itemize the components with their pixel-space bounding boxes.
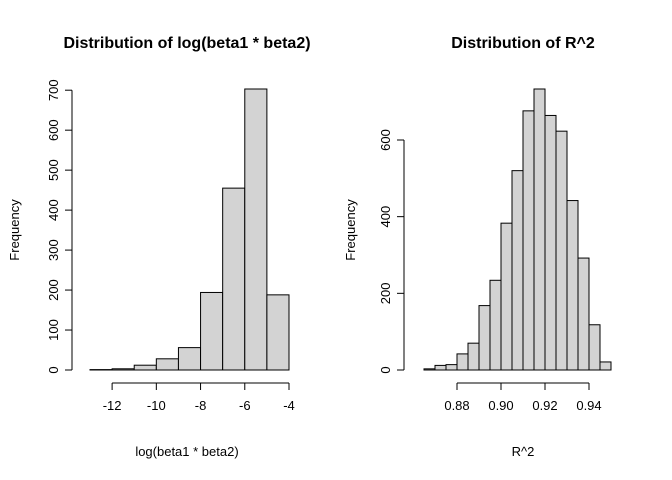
histogram-bar [266, 294, 290, 371]
histogram-bar [177, 347, 202, 371]
histogram-bar [599, 361, 612, 371]
x-tick-label: 0.92 [532, 398, 557, 413]
y-tick-label: 500 [46, 159, 61, 181]
histogram-bar [566, 200, 579, 371]
histogram-bar [111, 368, 135, 371]
histogram-bar [577, 257, 590, 371]
histogram-bar [544, 114, 557, 371]
histogram-bar [555, 130, 568, 371]
bars-group [423, 88, 612, 371]
y-tick-label: 200 [46, 279, 61, 301]
x-tick-label: -8 [195, 398, 207, 413]
histogram-bar [423, 368, 436, 371]
histogram-bar [155, 358, 179, 371]
histogram-bar [500, 222, 513, 371]
y-tick-label: 100 [46, 319, 61, 341]
x-axis: -12 -10 -8 -6 -4 [103, 382, 295, 413]
chart-title: Distribution of R^2 [451, 35, 595, 52]
histogram-bar [533, 88, 546, 371]
x-tick-label: -10 [147, 398, 166, 413]
histogram-bar [434, 364, 447, 371]
histogram-bar [244, 88, 268, 371]
y-tick-label: 400 [378, 206, 393, 228]
histogram-bar [478, 305, 491, 371]
y-tick-label: 200 [378, 282, 393, 304]
histogram-bar [456, 353, 469, 371]
bars-group [89, 88, 290, 371]
x-axis-label: R^2 [512, 444, 535, 459]
y-tick-label: 600 [378, 129, 393, 151]
y-tick-label: 0 [46, 366, 61, 373]
y-axis-label: Frequency [7, 199, 22, 261]
y-tick-label: 700 [46, 79, 61, 101]
x-axis: 0.88 0.90 0.92 0.94 [444, 382, 602, 413]
histogram-bar [511, 170, 524, 371]
y-axis: 0 200 400 600 [378, 129, 405, 374]
histogram-bar [489, 279, 502, 371]
y-tick-label: 300 [46, 239, 61, 261]
histogram-bar [200, 291, 224, 371]
histogram-bar [522, 110, 535, 371]
x-tick-label: -4 [283, 398, 295, 413]
y-tick-label: 400 [46, 199, 61, 221]
histogram-panel-log-beta: Distribution of log(beta1 * beta2) log(b… [7, 35, 311, 459]
x-tick-label: -6 [239, 398, 251, 413]
histogram-bar [588, 324, 601, 371]
x-tick-label: 0.88 [444, 398, 469, 413]
x-tick-label: -12 [103, 398, 122, 413]
x-axis-label: log(beta1 * beta2) [135, 444, 238, 459]
histogram-bar [133, 364, 157, 371]
histogram-panel-r-squared: Distribution of R^2 R^2 Frequency 0.88 0.… [343, 35, 612, 459]
y-tick-label: 0 [378, 366, 393, 373]
y-axis: 0 100 200 300 400 500 600 700 [46, 79, 73, 374]
x-tick-label: 0.90 [488, 398, 513, 413]
histogram-bar [445, 364, 458, 371]
histogram-bar [467, 342, 480, 371]
y-tick-label: 600 [46, 119, 61, 141]
y-axis-label: Frequency [343, 199, 358, 261]
x-tick-label: 0.94 [576, 398, 601, 413]
chart-title: Distribution of log(beta1 * beta2) [63, 35, 310, 52]
histogram-bar [222, 187, 246, 371]
